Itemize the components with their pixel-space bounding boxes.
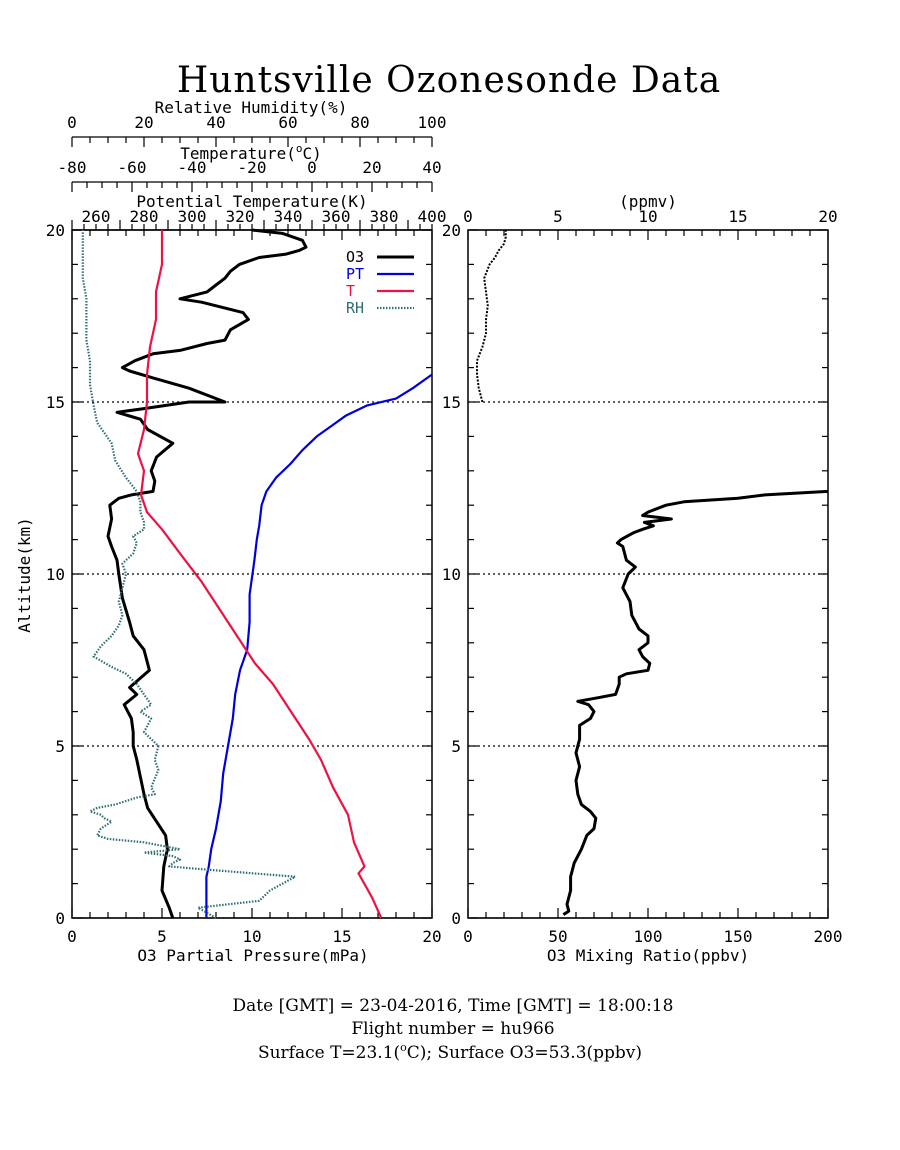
altitude-ytick-label: 0: [55, 909, 65, 928]
temperature-tick-label: -20: [238, 158, 267, 177]
right-altitude-ytick-label: 10: [442, 565, 461, 584]
rh-tick-label: 100: [418, 113, 447, 132]
right-altitude-ytick-label: 20: [442, 221, 461, 240]
o3-pressure-tick-label: 15: [332, 927, 351, 946]
altitude-axis-title: Altitude(km): [15, 517, 34, 633]
legend-label-t: T: [346, 282, 355, 300]
ppmv-tick-label: 10: [638, 207, 657, 226]
pt-tick-label: 300: [178, 207, 207, 226]
ppmv-tick-label: 0: [463, 207, 473, 226]
pt-tick-label: 340: [274, 207, 303, 226]
series-t-line: [136, 230, 383, 919]
figure-title: Huntsville Ozonesonde Data: [177, 60, 721, 101]
temperature-tick-label: -40: [178, 158, 207, 177]
right-altitude-ytick-label: 0: [451, 909, 461, 928]
altitude-ytick-label: 10: [46, 565, 65, 584]
ppmv-tick-label: 5: [553, 207, 563, 226]
ppmv-axis-title: (ppmv): [619, 192, 677, 211]
pt-tick-label: 320: [226, 207, 255, 226]
left-series-layer: [81, 228, 433, 919]
potential-temperature-axis-title: Potential Temperature(K): [136, 192, 367, 211]
series-o3-line: [106, 228, 308, 919]
temperature-tick-label: 20: [362, 158, 381, 177]
legend-label-rh: RH: [346, 299, 364, 317]
footer-flight-number: Flight number = hu966: [351, 1019, 554, 1039]
legend-label-pt: PT: [346, 265, 364, 283]
temperature-tick-label: -60: [118, 158, 147, 177]
mixing-ratio-axis-title: O3 Mixing Ratio(ppbv): [547, 946, 749, 965]
rh-tick-label: 0: [67, 113, 77, 132]
ppmv-tick-label: 20: [818, 207, 837, 226]
series-mixing-ratio-line: [562, 489, 829, 916]
mixing-ratio-tick-label: 50: [548, 927, 567, 946]
right-gridlines: [468, 401, 828, 747]
right-altitude-ytick-label: 15: [442, 393, 461, 412]
rh-tick-label: 60: [278, 113, 297, 132]
temperature-tick-label: -80: [58, 158, 87, 177]
relative-humidity-axis-title: Relative Humidity(%): [155, 98, 348, 117]
footer-surface-values: Surface T=23.1(oC); Surface O3=53.3(ppbv…: [258, 1041, 642, 1063]
series-pt-line: [205, 373, 433, 918]
right-altitude-ytick-label: 5: [451, 737, 461, 756]
mixing-ratio-tick-label: 200: [814, 927, 843, 946]
pt-tick-label: 400: [418, 207, 447, 226]
ppmv-tick-label: 15: [728, 207, 747, 226]
altitude-ytick-label: 20: [46, 221, 65, 240]
right-series-layer: [476, 230, 829, 916]
footer-date-time: Date [GMT] = 23-04-2016, Time [GMT] = 18…: [233, 996, 674, 1016]
altitude-ytick-label: 15: [46, 393, 65, 412]
mixing-ratio-tick-label: 0: [463, 927, 473, 946]
temperature-axis-title: Temperature(oC): [180, 142, 321, 163]
rh-tick-label: 80: [350, 113, 369, 132]
altitude-ytick-label: 5: [55, 737, 65, 756]
o3-pressure-tick-label: 5: [157, 927, 167, 946]
o3-pressure-tick-label: 0: [67, 927, 77, 946]
pt-tick-label: 360: [322, 207, 351, 226]
o3-pressure-tick-label: 10: [242, 927, 261, 946]
rh-tick-label: 20: [134, 113, 153, 132]
o3-pressure-tick-label: 20: [422, 927, 441, 946]
mixing-ratio-tick-label: 100: [634, 927, 663, 946]
legend-label-o3: O3: [346, 248, 364, 266]
series-mixing-ratio-line: [476, 230, 507, 403]
rh-tick-label: 40: [206, 113, 225, 132]
temperature-tick-label: 40: [422, 158, 441, 177]
pt-tick-label: 260: [82, 207, 111, 226]
series-rh-line: [81, 230, 297, 919]
pt-tick-label: 380: [370, 207, 399, 226]
o3-pressure-axis-title: O3 Partial Pressure(mPa): [137, 946, 368, 965]
temperature-tick-label: 0: [307, 158, 317, 177]
pt-tick-label: 280: [130, 207, 159, 226]
mixing-ratio-tick-label: 150: [724, 927, 753, 946]
